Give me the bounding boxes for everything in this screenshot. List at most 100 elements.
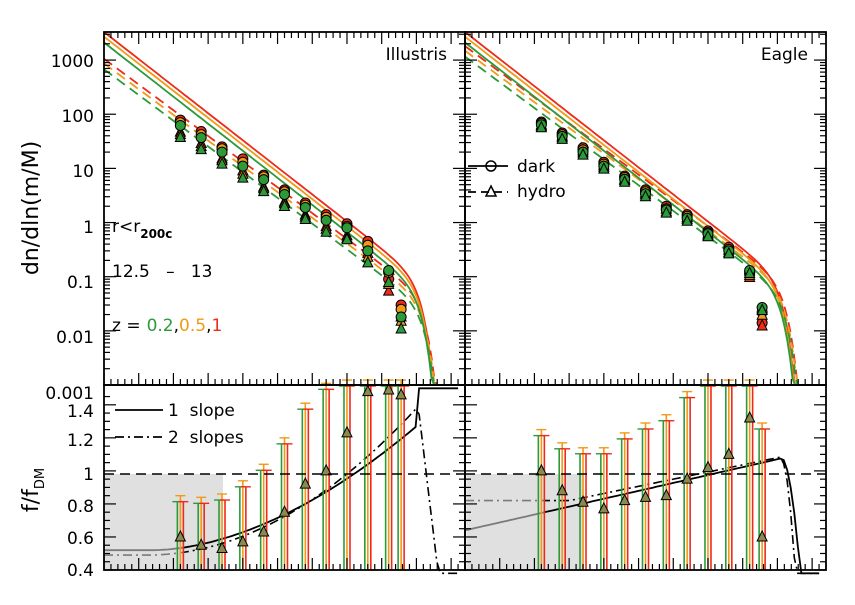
ytick-1: 1 [83, 218, 94, 238]
hydro-halo-point [598, 162, 610, 174]
markers-layer [172, 114, 771, 570]
hydro-halo-point [216, 156, 228, 169]
ytick-10: 10 [72, 162, 94, 182]
dark-fit-curve [464, 41, 826, 386]
legend-slopes: 1 slope 2 slopes [115, 401, 244, 448]
z-comma-2: , [206, 316, 211, 336]
hydro-halo-point [535, 120, 548, 133]
z-comma-1: , [174, 316, 179, 336]
legend-dark-label: dark [517, 157, 555, 177]
hydro-halo-point [639, 189, 652, 202]
dark-halo-point [320, 214, 332, 226]
radius-sub: 200c [140, 227, 172, 241]
hydro-halo-point [743, 266, 756, 279]
dark-halo-point [395, 311, 407, 323]
ratio-point [660, 488, 673, 501]
dark-fit-curve [464, 35, 826, 386]
hydro-halo-point [237, 171, 249, 183]
dark-halo-point [362, 245, 374, 257]
ytick-0.001: 0.001 [45, 384, 94, 404]
ytick-1.2: 1.2 [67, 431, 94, 451]
legend-one-slope-label: 1 slope [168, 401, 235, 421]
hydro-halo-point [320, 225, 332, 237]
ratio-point [639, 490, 652, 502]
hydro-halo-point [756, 303, 768, 315]
ratio-point [577, 495, 589, 507]
hydro-fit-curve [464, 45, 826, 386]
ylabel-top: dn/dln(m/M) [19, 141, 44, 275]
hydro-halo-point [382, 275, 395, 288]
hydro-fit-curve [464, 49, 826, 386]
legend-hydro-marker [484, 184, 498, 197]
ticks-layer [103, 32, 827, 571]
hydro-halo-point [660, 205, 673, 218]
ratio-point [535, 463, 548, 476]
ytick-0.01: 0.01 [56, 328, 94, 348]
dark-fit-curve [103, 35, 465, 386]
ratio-point [598, 501, 610, 514]
dark-halo-point [216, 146, 228, 158]
ytick-100: 100 [62, 107, 94, 127]
dark-fit-curve [103, 41, 465, 386]
dark-halo-point [174, 119, 186, 131]
ratio-point [756, 529, 768, 542]
hydro-fit-curve [103, 58, 465, 386]
dark-halo-point [279, 188, 290, 200]
z-value-0.2: 0.2 [147, 316, 174, 336]
legend-two-slopes-label: 2 slopes [168, 428, 244, 448]
ratio-point [556, 483, 569, 496]
ratio-point [174, 529, 187, 542]
dark-halo-point [383, 265, 395, 277]
dark-halo-point [341, 222, 353, 234]
ytick-0.1: 0.1 [67, 273, 94, 293]
hydro-halo-point [382, 284, 395, 296]
hydro-halo-point [702, 229, 714, 242]
hydro-halo-point [681, 214, 693, 226]
hydro-halo-point [556, 132, 569, 144]
ytick-1000: 1000 [51, 52, 94, 72]
ytick-0.8: 0.8 [67, 497, 94, 517]
panel-label-illustris: Illustris [386, 45, 447, 65]
hydro-halo-point [618, 175, 631, 187]
hydro-halo-point [756, 318, 768, 331]
ylabel-bottom: f/fDM [19, 468, 48, 512]
ratio-point [743, 410, 756, 423]
dark-halo-point [258, 174, 270, 186]
z-prefix: z = [112, 316, 141, 336]
ratio-point [702, 460, 714, 473]
ratio-point [618, 493, 631, 506]
dark-fit-curve [103, 31, 465, 386]
hydro-halo-point [299, 212, 312, 224]
ratio-point [237, 534, 249, 547]
z-value-0.5: 0.5 [179, 316, 206, 336]
hydro-halo-point [722, 246, 735, 259]
ratio-point [320, 463, 332, 476]
radius-annotation: r<r200c [112, 217, 172, 241]
ratio-point [299, 476, 312, 489]
z-value-1: 1 [211, 316, 222, 336]
ratio-point [257, 524, 270, 537]
ylabel-bottom-main: f/f [19, 488, 44, 512]
hydro-halo-point [174, 130, 187, 142]
hydro-halo-point [577, 147, 589, 160]
ratio-point [395, 387, 407, 400]
hydro-halo-point [278, 199, 291, 211]
shaded-overlay [104, 474, 184, 570]
ytick-0.4: 0.4 [67, 561, 94, 581]
ytick-0.6: 0.6 [67, 529, 94, 549]
dark-halo-point [237, 160, 249, 172]
ratio-point [341, 425, 353, 438]
hydro-halo-point [257, 184, 270, 197]
mass-bin-annotation: 12.5 – 13 [112, 262, 212, 282]
ratio-point [681, 472, 693, 484]
hydro-fit-curve [103, 62, 465, 386]
ratio-point [361, 384, 374, 397]
radius-text: r<r [112, 217, 140, 237]
dark-halo-point [299, 201, 311, 213]
legend-dark-hydro: dark hydro [468, 157, 566, 202]
legend-hydro-label: hydro [517, 182, 566, 202]
ytick-1: 1 [83, 465, 94, 485]
panel-label-eagle: Eagle [761, 45, 808, 65]
hydro-halo-point [395, 321, 407, 334]
